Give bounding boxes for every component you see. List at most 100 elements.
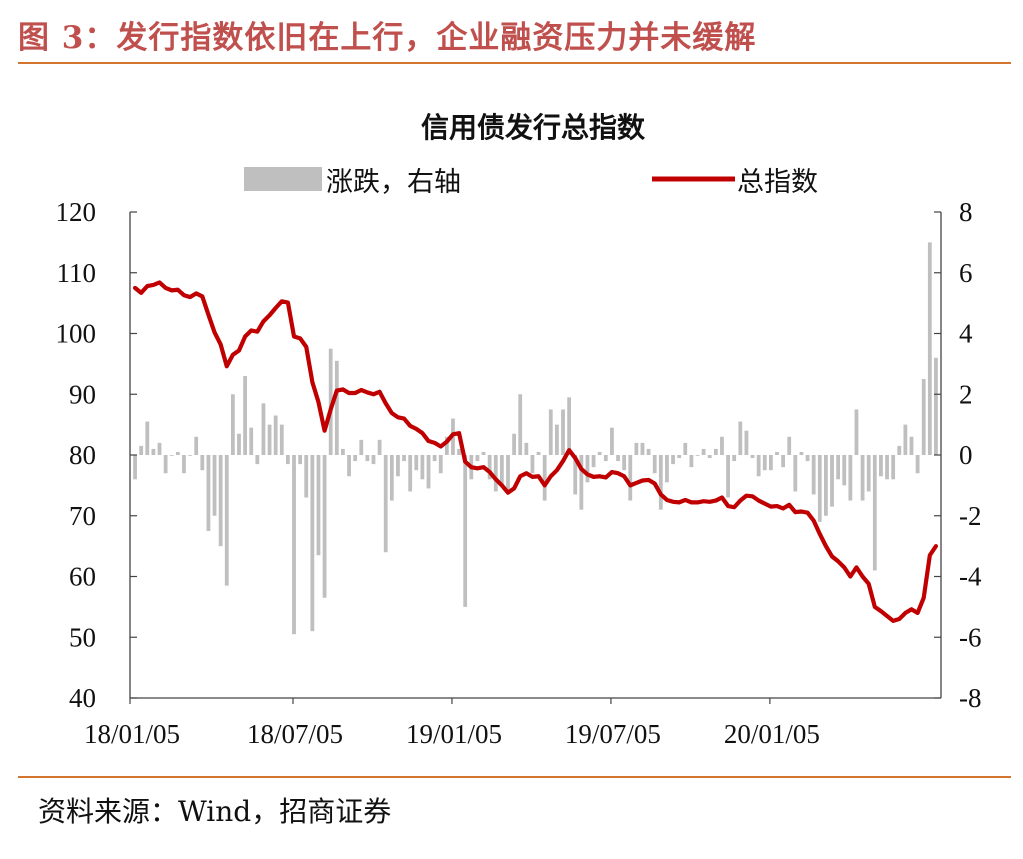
top-rule xyxy=(18,62,1011,64)
bar xyxy=(506,455,510,492)
bar xyxy=(389,455,394,501)
bar xyxy=(921,379,926,455)
bar xyxy=(261,403,266,455)
legend-line-label: 总指数 xyxy=(737,167,818,198)
x-tick-label: 18/07/05 xyxy=(247,719,343,749)
bar xyxy=(194,436,199,455)
bar xyxy=(249,427,254,455)
bar xyxy=(518,394,523,455)
bar xyxy=(934,357,938,455)
bar xyxy=(463,455,468,607)
bar xyxy=(548,409,553,455)
bar xyxy=(224,455,229,586)
bar xyxy=(799,451,804,455)
bar xyxy=(426,455,431,489)
bar xyxy=(573,455,578,495)
right-tick-label: 4 xyxy=(959,319,973,349)
bar xyxy=(872,455,877,571)
bar xyxy=(371,455,376,465)
bar xyxy=(512,433,516,455)
bar xyxy=(762,455,767,471)
bar xyxy=(322,455,327,598)
bar xyxy=(726,455,730,498)
bar xyxy=(408,455,413,492)
bar xyxy=(524,442,529,455)
bar xyxy=(597,451,602,455)
bar xyxy=(775,451,779,455)
bar xyxy=(768,455,773,471)
bar xyxy=(304,455,309,498)
bar xyxy=(677,455,682,459)
bar xyxy=(200,455,205,471)
bar xyxy=(353,455,358,462)
bar xyxy=(585,455,590,483)
bar xyxy=(444,436,449,455)
bar xyxy=(145,421,150,455)
bar xyxy=(671,455,675,465)
bar xyxy=(781,455,785,468)
bar xyxy=(493,455,498,492)
bar xyxy=(793,455,798,492)
bar xyxy=(811,455,816,495)
bar xyxy=(487,455,492,480)
bar xyxy=(310,455,315,632)
right-tick-label: 6 xyxy=(959,258,973,288)
bar xyxy=(646,448,651,455)
right-tick-label: -8 xyxy=(959,683,982,713)
plot-area: 40 50 60 70 80 90 100 110 120 -8 -6 -4 -2 0 2 4 6 8 18/01/… xyxy=(56,197,982,749)
bar xyxy=(854,409,859,455)
bar xyxy=(267,424,272,456)
bar xyxy=(750,455,755,459)
bar xyxy=(640,442,645,455)
bar xyxy=(885,455,889,480)
bar xyxy=(273,415,278,455)
bar xyxy=(402,455,406,462)
bar xyxy=(359,439,364,455)
figure-title: 图 3：发行指数依旧在上行，企业融资压力并未缓解 xyxy=(18,20,757,56)
left-tick-label: 100 xyxy=(56,319,97,349)
source-note: 资料来源：Wind，招商证券 xyxy=(38,795,392,828)
bar xyxy=(139,445,144,455)
bar xyxy=(860,455,865,501)
bar xyxy=(206,455,211,531)
right-tick-label: 2 xyxy=(959,379,973,409)
right-tick-label: 0 xyxy=(959,440,973,470)
bar xyxy=(151,448,156,455)
bar xyxy=(420,455,425,480)
bar xyxy=(279,424,284,456)
bar xyxy=(909,436,914,455)
bar xyxy=(481,451,486,455)
index-line xyxy=(132,280,939,623)
bar xyxy=(567,397,572,455)
bar xyxy=(292,455,296,635)
bar xyxy=(720,436,724,455)
bar xyxy=(255,455,260,465)
left-tick-label: 120 xyxy=(56,197,97,227)
bar xyxy=(579,455,584,510)
bar xyxy=(695,455,700,456)
bar xyxy=(237,433,241,455)
bar xyxy=(915,455,920,474)
bar xyxy=(457,448,461,455)
bar xyxy=(903,424,908,456)
bar xyxy=(658,455,663,510)
bar xyxy=(824,455,828,516)
left-tick-label: 60 xyxy=(69,562,96,592)
right-tick-label: -2 xyxy=(959,501,982,531)
bar xyxy=(701,448,706,455)
bar xyxy=(891,455,896,480)
bar xyxy=(475,455,480,462)
bar xyxy=(414,455,419,471)
bar xyxy=(591,455,596,468)
bar xyxy=(836,455,841,480)
left-tick-label: 90 xyxy=(69,379,96,409)
bar xyxy=(243,376,247,455)
bar xyxy=(652,455,657,474)
left-tick-label: 70 xyxy=(69,501,96,531)
chart-title: 信用债发行总指数 xyxy=(421,111,646,144)
bar xyxy=(169,455,174,456)
bar xyxy=(787,436,792,455)
bar xyxy=(805,455,810,462)
bar xyxy=(622,455,627,471)
bar xyxy=(157,442,162,455)
